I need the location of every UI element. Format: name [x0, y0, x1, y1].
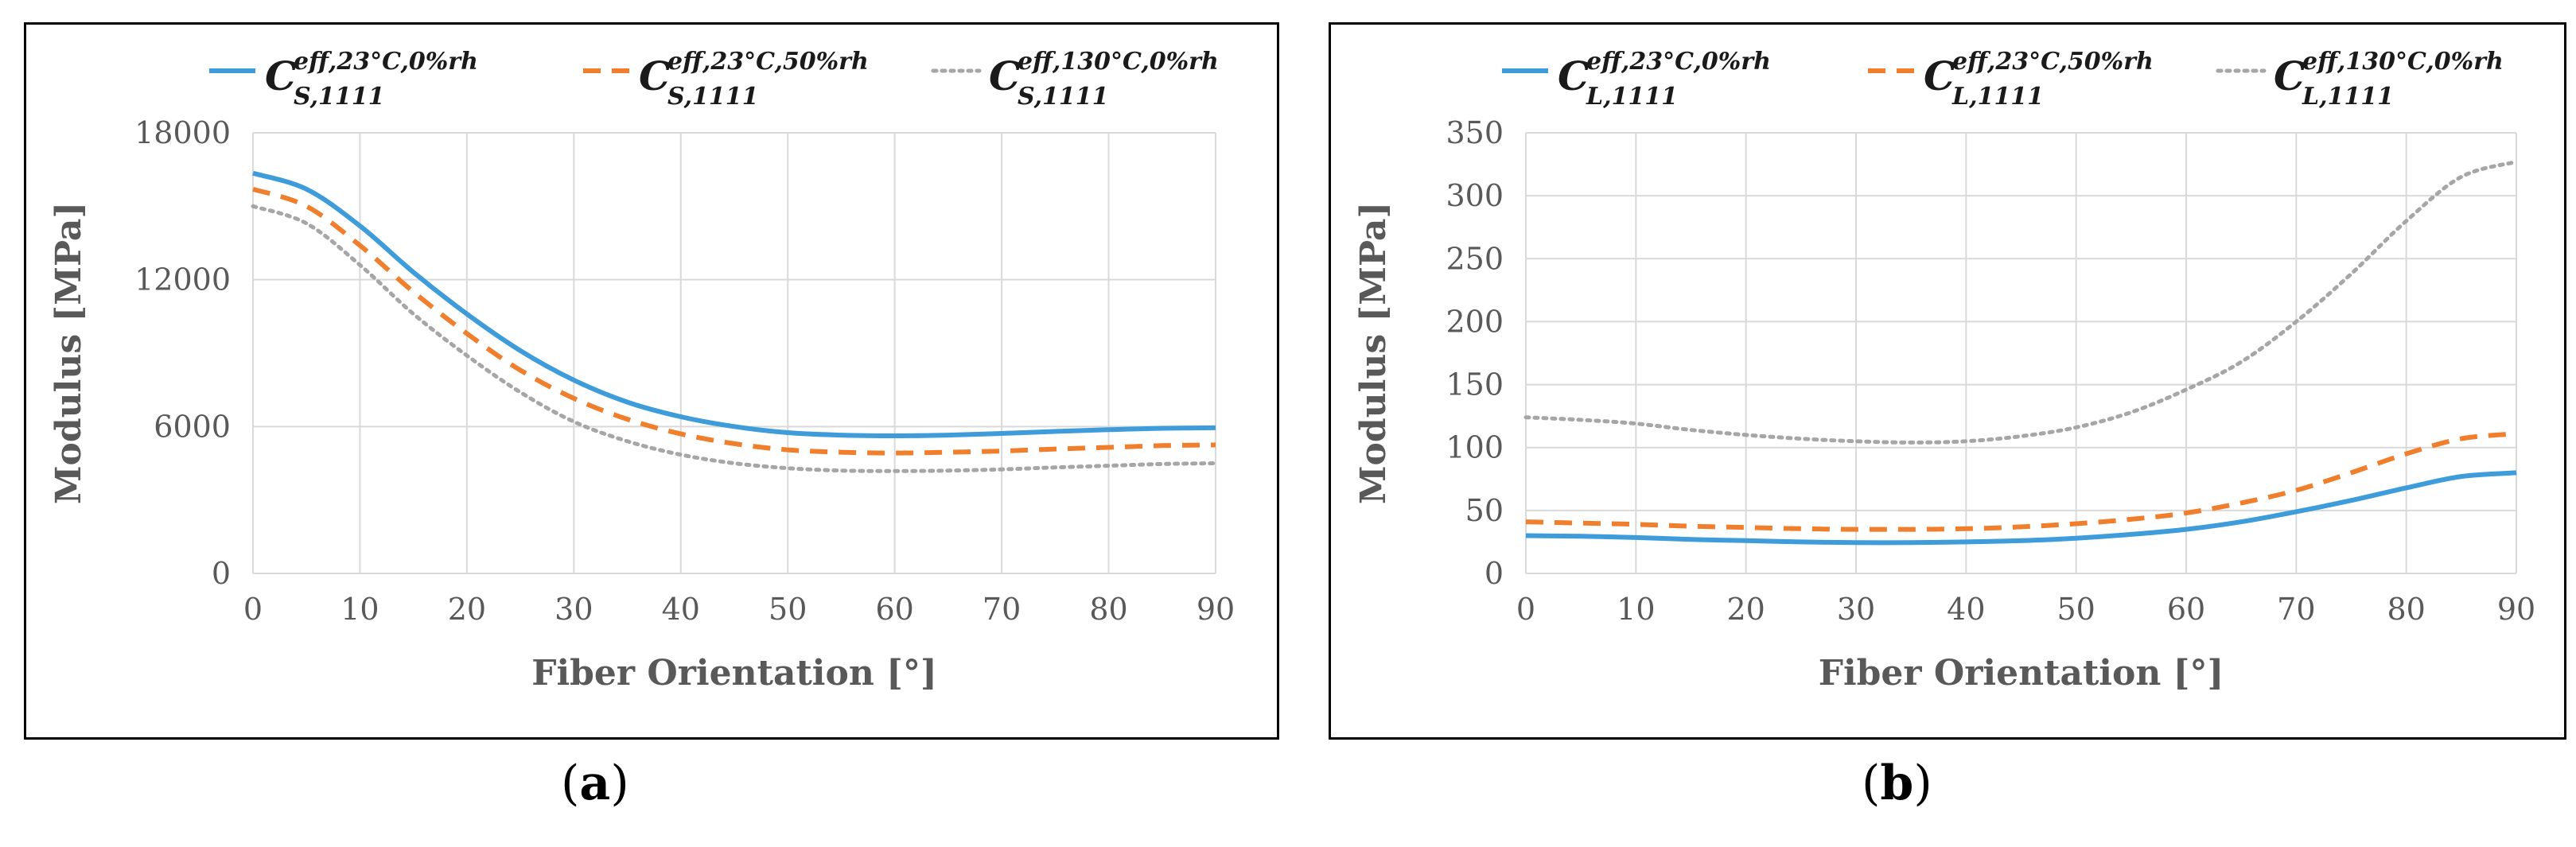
legend-subscript: S,1111 [1018, 83, 1109, 111]
x-tick-label: 80 [1089, 592, 1127, 627]
x-tick-label: 50 [2057, 592, 2095, 627]
x-tick-label: 90 [2497, 592, 2535, 627]
y-tick-label: 200 [1446, 304, 1504, 339]
y-tick-label: 50 [1465, 493, 1504, 528]
y-tick-label: 350 [1446, 115, 1504, 150]
series-line-1 [1525, 470, 2517, 546]
x-tick-label: 70 [2277, 592, 2315, 627]
chart-panel-b: 0 10 20 30 40 50 60 70 80 90 0 50 100 150 200 250 300 350… [1329, 22, 2566, 740]
y-tick-label: 6000 [154, 409, 231, 444]
x-tick-label: 0 [1516, 592, 1535, 627]
y-axis-title: Modulus [MPa] [49, 202, 89, 504]
legend-subscript: L,1111 [2302, 83, 2394, 111]
legend-superscript: eff,23°C,50%rh [667, 48, 869, 76]
legend-symbol: C [265, 52, 297, 99]
x-axis-title: Fiber Orientation [°] [1819, 653, 2224, 694]
y-tick-label: 0 [1485, 556, 1504, 591]
legend-subscript: L,1111 [1951, 83, 2044, 111]
x-tick-label: 10 [1617, 592, 1655, 627]
x-tick-label: 0 [243, 592, 263, 627]
legend-subscript: S,1111 [667, 83, 759, 111]
legend-subscript: L,1111 [1586, 83, 1678, 111]
caption-a-letter: a [579, 756, 611, 811]
legend-symbol: C [1558, 52, 1590, 99]
x-axis-title: Fiber Orientation [°] [531, 653, 937, 694]
x-tick-label: 20 [1726, 592, 1765, 627]
series-line-3 [1523, 159, 2519, 445]
series-line-2 [252, 186, 1216, 456]
legend-superscript: eff,23°C,0%rh [294, 48, 478, 76]
x-tick-label: 60 [875, 592, 913, 627]
legend-subscript: S,1111 [294, 83, 385, 111]
gridlines [1525, 132, 2517, 574]
y-tick-label: 150 [1446, 367, 1504, 402]
x-tick-label: 80 [2387, 592, 2425, 627]
chart-b-svg: 0 10 20 30 40 50 60 70 80 90 0 50 100 150 200 250 300 350… [1353, 48, 2535, 694]
caption-b-letter: b [1880, 756, 1914, 811]
legend-superscript: eff,130°C,0%rh [1018, 48, 1219, 76]
legend-symbol: C [2274, 52, 2306, 99]
x-tick-label: 30 [1837, 592, 1875, 627]
chart-panel-a: 0 10 20 30 40 50 60 70 80 90 0 6000 12000 18000 Fiber … [24, 22, 1279, 740]
legend-symbol: C [1924, 52, 1955, 99]
caption-b: (b) [1862, 756, 1932, 811]
legend-superscript: eff,23°C,50%rh [1952, 48, 2154, 76]
y-tick-label: 100 [1446, 430, 1504, 465]
gridlines [252, 132, 1216, 574]
legend-superscript: eff,23°C,0%rh [1586, 48, 1771, 76]
x-tick-label: 30 [555, 592, 593, 627]
legend-symbol: C [639, 52, 671, 99]
x-tick-label: 60 [2167, 592, 2205, 627]
y-tick-label: 0 [212, 556, 231, 591]
caption-a: (a) [561, 756, 629, 811]
legend-symbol: C [989, 52, 1021, 99]
y-tick-label: 12000 [134, 262, 231, 297]
x-tick-label: 90 [1197, 592, 1235, 627]
y-tick-label: 300 [1446, 178, 1504, 213]
y-tick-label: 250 [1446, 241, 1504, 276]
legend-superscript: eff,130°C,0%rh [2302, 48, 2504, 76]
x-tick-label: 40 [1947, 592, 1985, 627]
chart-a-svg: 0 10 20 30 40 50 60 70 80 90 0 6000 12000 18000 Fiber … [49, 48, 1235, 694]
x-tick-label: 50 [769, 592, 807, 627]
x-tick-label: 70 [983, 592, 1021, 627]
series-line-1 [252, 170, 1216, 439]
x-tick-label: 10 [340, 592, 379, 627]
x-tick-label: 20 [448, 592, 486, 627]
series-line-2 [1525, 431, 2517, 532]
series-line-3 [251, 204, 1218, 473]
x-tick-label: 40 [662, 592, 700, 627]
y-tick-label: 18000 [134, 115, 231, 150]
y-axis-title: Modulus [MPa] [1353, 202, 1394, 504]
